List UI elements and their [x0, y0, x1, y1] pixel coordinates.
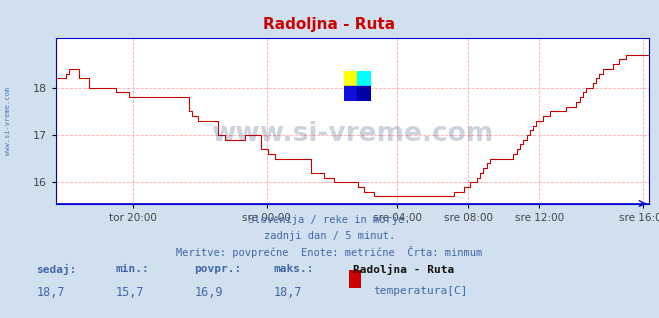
- Bar: [344, 86, 357, 101]
- Text: 15,7: 15,7: [115, 286, 144, 299]
- Bar: [357, 86, 371, 101]
- Bar: [357, 71, 371, 86]
- Text: min.:: min.:: [115, 264, 149, 274]
- Text: 18,7: 18,7: [36, 286, 65, 299]
- Text: povpr.:: povpr.:: [194, 264, 242, 274]
- Text: Slovenija / reke in morje.: Slovenija / reke in morje.: [248, 215, 411, 225]
- Text: maks.:: maks.:: [273, 264, 314, 274]
- Bar: [344, 71, 357, 86]
- Text: 16,9: 16,9: [194, 286, 223, 299]
- Text: www.si-vreme.com: www.si-vreme.com: [5, 87, 11, 155]
- Text: www.si-vreme.com: www.si-vreme.com: [212, 121, 494, 147]
- Text: Radoljna - Ruta: Radoljna - Ruta: [353, 264, 454, 275]
- Text: Meritve: povprečne  Enote: metrične  Črta: minmum: Meritve: povprečne Enote: metrične Črta:…: [177, 246, 482, 259]
- Text: 18,7: 18,7: [273, 286, 302, 299]
- Text: Radoljna - Ruta: Radoljna - Ruta: [264, 17, 395, 32]
- Text: temperatura[C]: temperatura[C]: [374, 286, 468, 296]
- Text: zadnji dan / 5 minut.: zadnji dan / 5 minut.: [264, 231, 395, 240]
- Text: sedaj:: sedaj:: [36, 264, 76, 275]
